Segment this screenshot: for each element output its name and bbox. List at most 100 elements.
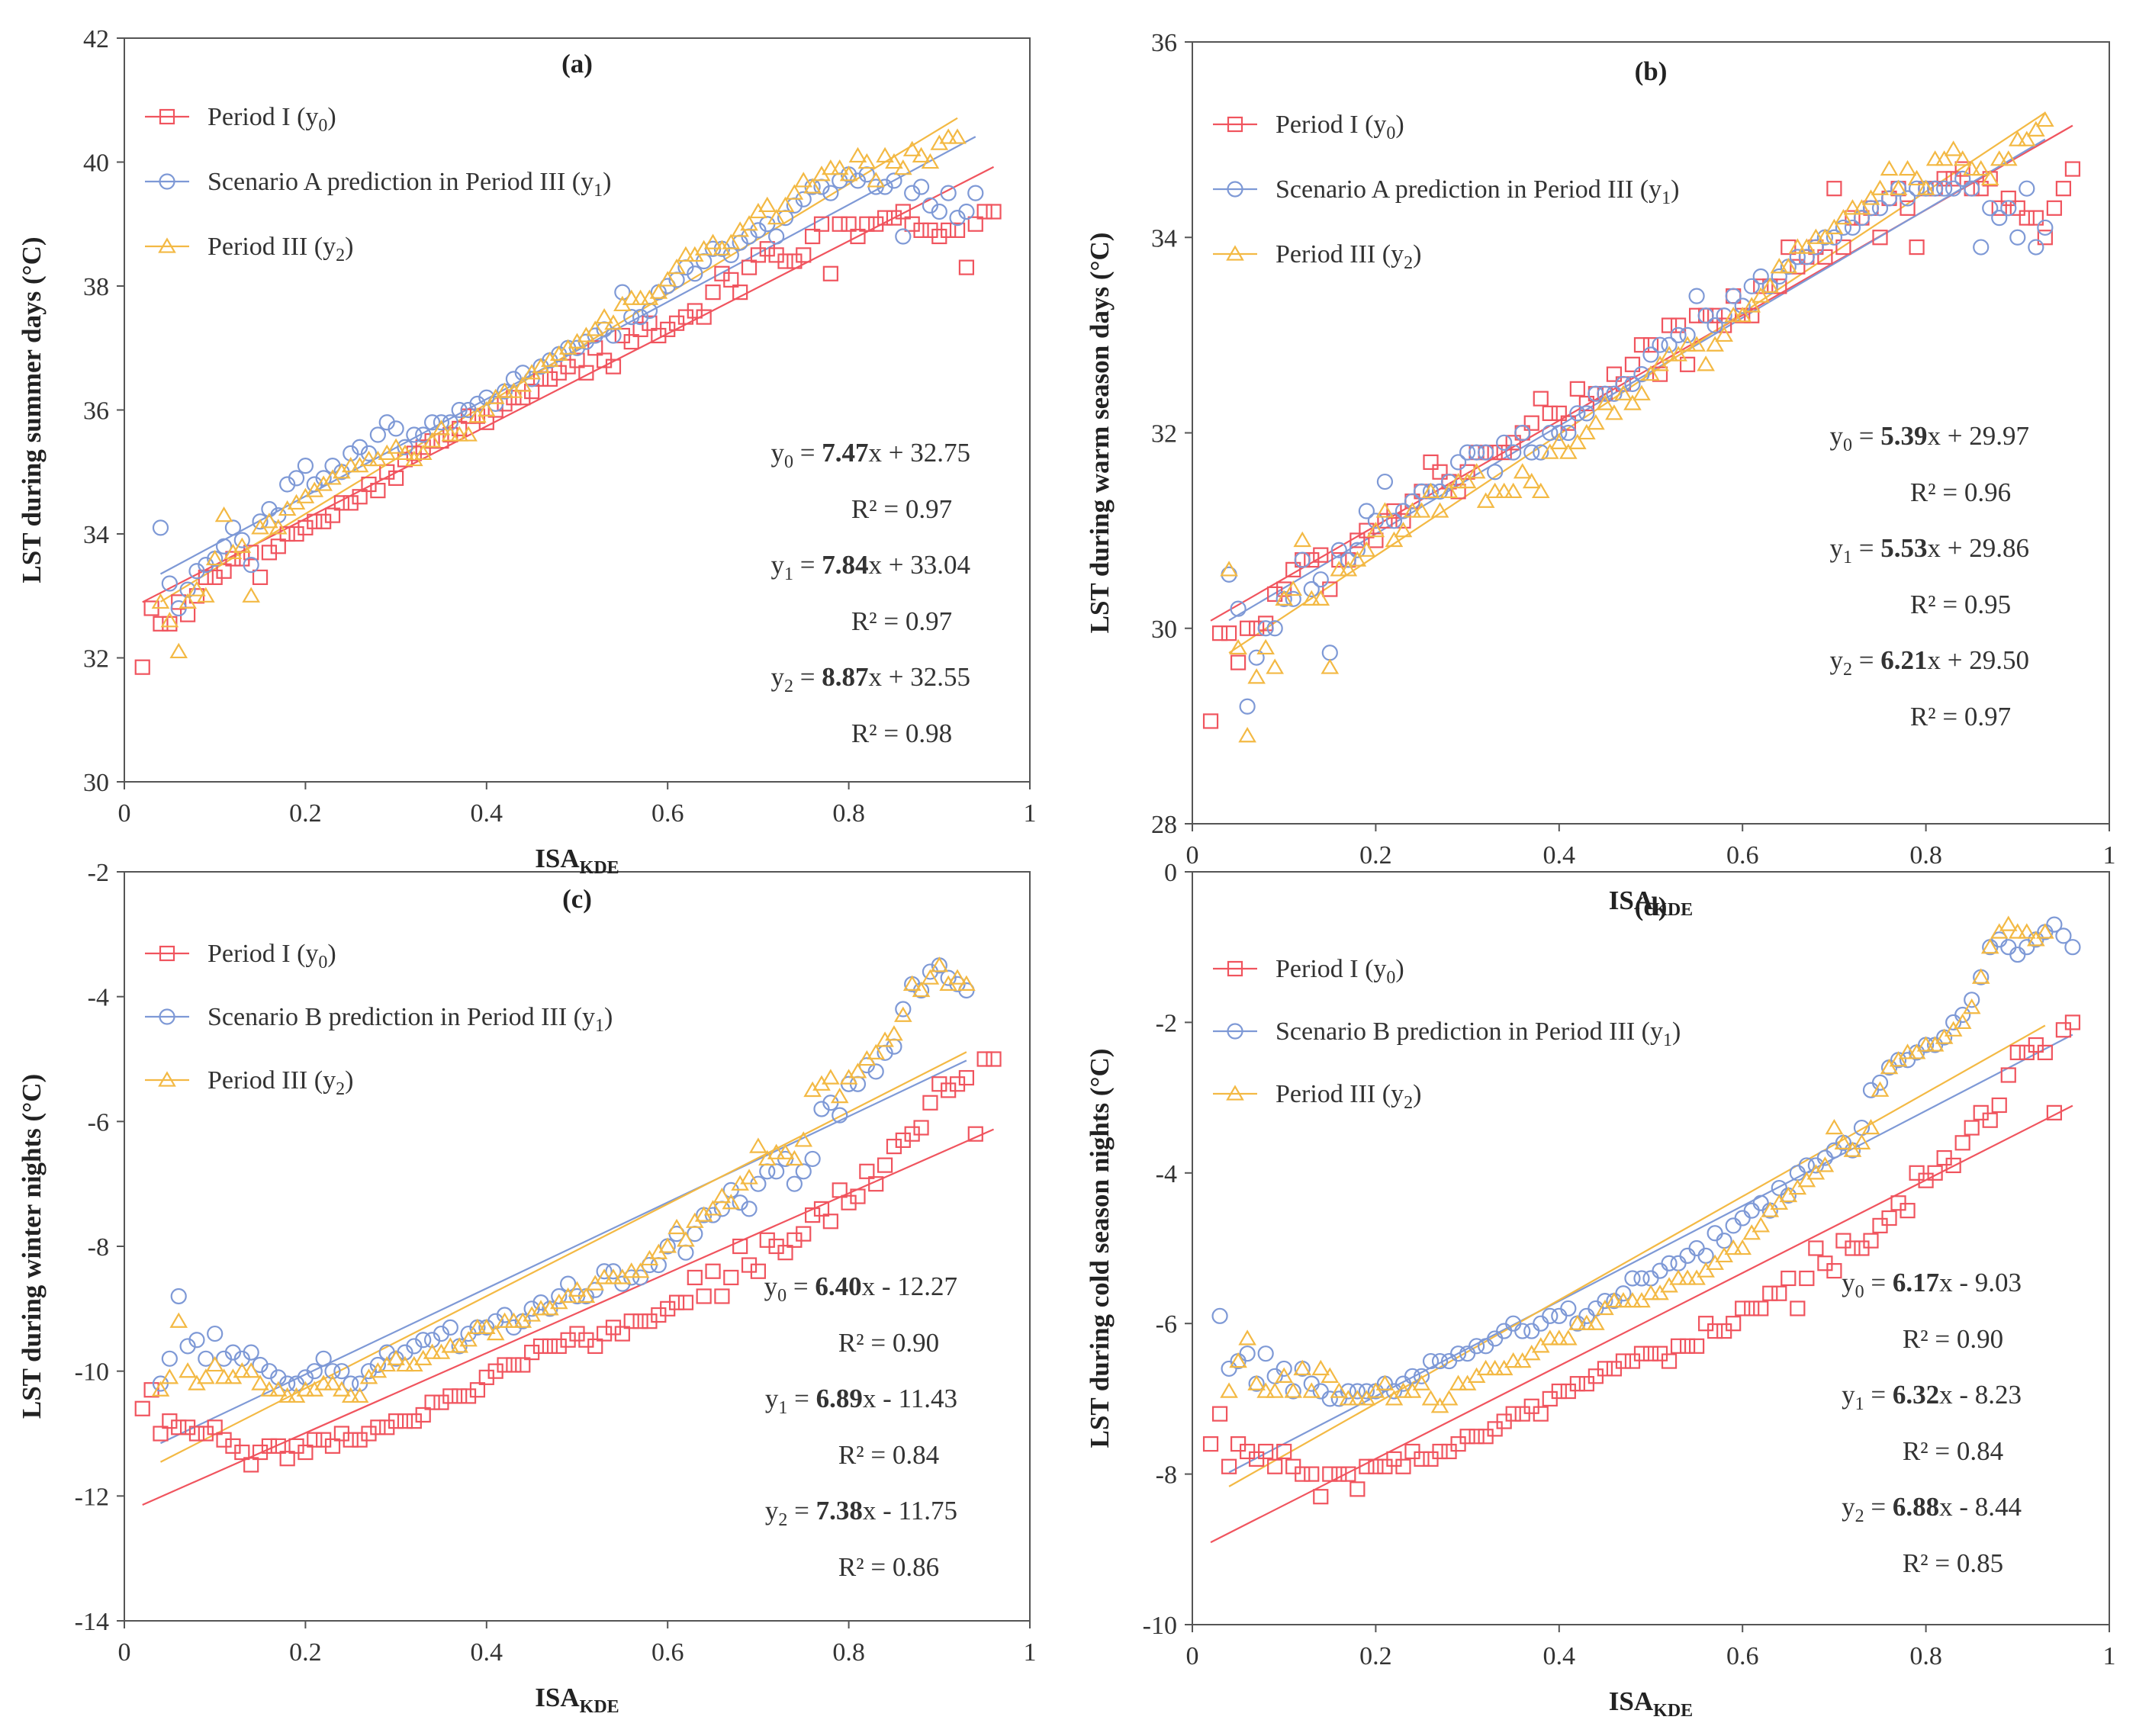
panel-d-point-y0 — [2037, 1044, 2053, 1060]
panel-b-point-y1 — [1807, 239, 1824, 256]
panel-d-point-y0 — [1258, 1443, 1274, 1460]
panel-d-point-y2 — [2027, 931, 2045, 947]
panel-d-point-y0 — [1597, 1361, 1613, 1377]
panel-c-point-y0 — [859, 1163, 875, 1179]
equation-slope: 5.39 — [1880, 421, 1927, 451]
panel-d-point-y2 — [1623, 1291, 1642, 1308]
panel-a-point-y0 — [352, 489, 368, 505]
legend-subscript: 0 — [1386, 968, 1395, 988]
panel-a-equation-0: y0 = 7.47x + 32.75 — [771, 438, 971, 472]
panel-a-point-y2 — [703, 233, 722, 249]
panel-b-point-y2 — [1852, 199, 1871, 215]
panel-d-point-y1 — [1964, 992, 1980, 1008]
panel-b-point-y2 — [1229, 638, 1247, 655]
panel-b-point-y1 — [1533, 444, 1549, 461]
panel-d-point-y0 — [1414, 1451, 1430, 1467]
panel-d-point-y1 — [1349, 1383, 1366, 1400]
panel-a-point-y1 — [451, 401, 468, 419]
panel-d-point-y0 — [1679, 1338, 1696, 1354]
panel-b-point-y2 — [1889, 179, 1908, 195]
equation-slope: 8.87 — [822, 662, 868, 692]
legend-symbol: y — [305, 940, 318, 968]
panel-b-point-y0 — [1835, 239, 1851, 256]
panel-b-point-y1 — [1230, 600, 1247, 617]
panel-d-point-y2 — [1229, 1352, 1247, 1368]
panel-d-point-y0 — [1359, 1458, 1375, 1474]
panel-b-point-y2 — [1494, 482, 1514, 499]
panel-b-point-y0 — [1221, 625, 1237, 641]
panel-a-point-y2 — [341, 456, 360, 473]
legend-subscript: 2 — [336, 246, 345, 265]
panel-b-point-y2 — [1788, 238, 1807, 254]
panel-b-point-y2 — [1605, 404, 1623, 420]
panel-b-point-y1 — [2019, 180, 2035, 197]
panel-c-point-y2 — [296, 1381, 315, 1397]
legend-text: Period I ( — [1275, 111, 1373, 139]
panel-c-point-y0 — [696, 1288, 712, 1304]
legend-text: Period I ( — [207, 940, 305, 968]
legend-text: Period III ( — [207, 1066, 323, 1095]
panel-c-point-y2 — [468, 1318, 487, 1335]
legend-text: Period III ( — [1275, 1080, 1391, 1108]
panel-d-point-y0 — [1826, 1263, 1842, 1279]
panel-c-point-y1 — [343, 1375, 359, 1392]
panel-b-xtick-label: 0.8 — [1909, 841, 1942, 870]
panel-b-xtick-label: 1 — [2103, 841, 2116, 870]
panel-d-point-y1 — [1358, 1383, 1375, 1400]
panel-c-legend-label-y2: Period III (y2) — [207, 1066, 353, 1099]
panel-b-point-y1 — [1376, 473, 1394, 490]
panel-d-point-y0 — [1753, 1300, 1769, 1316]
panel-d-xtick-label: 0.2 — [1359, 1642, 1392, 1670]
panel-d-point-y0 — [1505, 1406, 1521, 1422]
panel-b-point-y2 — [1907, 169, 1926, 186]
panel-a-point-y2 — [269, 519, 288, 535]
panel-c-point-y0 — [976, 1051, 992, 1067]
legend-symbol: y — [1373, 111, 1386, 139]
panel-b-point-y2 — [1742, 297, 1761, 313]
panel-d-point-y0 — [1945, 1157, 1961, 1174]
panel-c-fit-line-y2 — [159, 1051, 967, 1463]
panel-c-point-y1 — [415, 1332, 432, 1349]
panel-b-point-y2 — [1916, 179, 1935, 195]
equation-subscript: 2 — [1843, 660, 1852, 680]
panel-d-point-y1 — [1431, 1352, 1449, 1370]
panel-b-point-y0 — [1377, 513, 1393, 529]
panel-d-point-y0 — [1459, 1429, 1475, 1445]
panel-b-point-y1 — [1239, 698, 1256, 715]
panel-b-point-y0 — [1633, 337, 1650, 353]
panel-b-point-y0 — [1689, 307, 1705, 323]
panel-a-point-y0 — [841, 216, 857, 232]
panel-b-point-y2 — [1421, 482, 1440, 499]
panel-b-point-y2 — [1449, 472, 1468, 489]
panel-d-point-y2 — [1907, 1043, 1926, 1059]
panel-b-fit-line-y2 — [1228, 111, 2046, 654]
panel-b-title: (b) — [1635, 56, 1668, 86]
panel-c-point-y0 — [913, 1120, 929, 1136]
panel-b-point-y0 — [2009, 200, 2025, 216]
panel-a-point-y0 — [723, 272, 739, 288]
panel-b-point-y0 — [1560, 415, 1576, 431]
legend-symbol: y — [1373, 955, 1386, 983]
panel-a-point-y2 — [169, 642, 188, 659]
panel-d-point-y0 — [1322, 1466, 1338, 1482]
panel-c-r-squared-0: R² = 0.90 — [838, 1328, 939, 1358]
panel-d-point-y2 — [1549, 1329, 1568, 1345]
panel-d-point-y2 — [1476, 1359, 1495, 1376]
panel-c-point-y0 — [497, 1357, 513, 1373]
panel-a-point-y2 — [188, 580, 206, 596]
panel-a-point-y1 — [388, 420, 404, 437]
legend-symbol: y — [323, 1066, 336, 1095]
panel-b-point-y1 — [1679, 326, 1696, 343]
panel-d-point-y2 — [1421, 1390, 1440, 1406]
panel-c-point-y1 — [804, 1150, 821, 1168]
panel-c-ytick-label: -6 — [88, 1108, 109, 1136]
panel-b-point-y1 — [1569, 405, 1586, 422]
panel-d-point-y1 — [1340, 1383, 1356, 1400]
panel-a-point-y2 — [876, 146, 894, 163]
panel-b-point-y2 — [1925, 150, 1945, 166]
panel-a-point-y0 — [333, 495, 349, 511]
panel-a-point-y2 — [595, 307, 613, 324]
panel-b-point-y0 — [1533, 391, 1549, 407]
panel-d-point-y0 — [1202, 1436, 1219, 1452]
panel-a-point-y2 — [894, 159, 912, 175]
